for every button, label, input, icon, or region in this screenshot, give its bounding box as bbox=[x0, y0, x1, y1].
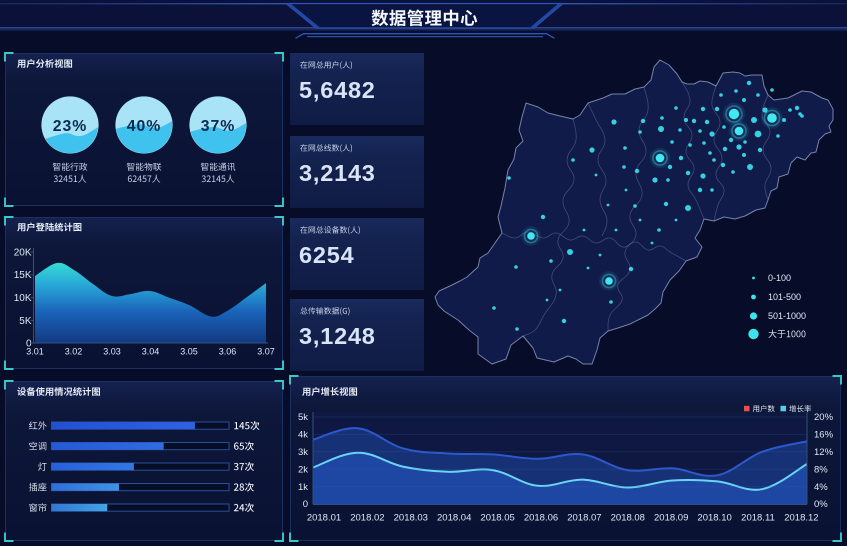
svg-text:5K: 5K bbox=[19, 316, 32, 327]
svg-text:3.03: 3.03 bbox=[103, 347, 121, 357]
svg-text:23%: 23% bbox=[53, 118, 88, 135]
svg-text:4%: 4% bbox=[814, 482, 828, 493]
svg-text:2018.03: 2018.03 bbox=[394, 513, 428, 524]
svg-text:2018.05: 2018.05 bbox=[480, 513, 514, 524]
svg-text:1k: 1k bbox=[298, 482, 308, 493]
svg-text:3.06: 3.06 bbox=[219, 347, 237, 357]
svg-text:12%: 12% bbox=[814, 447, 834, 458]
svg-text:3.02: 3.02 bbox=[65, 347, 83, 357]
svg-text:15K: 15K bbox=[14, 270, 32, 281]
svg-text:2018.01: 2018.01 bbox=[307, 513, 341, 524]
svg-text:16%: 16% bbox=[814, 430, 834, 441]
svg-text:5k: 5k bbox=[298, 412, 308, 423]
svg-text:40%: 40% bbox=[127, 118, 162, 135]
svg-text:2k: 2k bbox=[298, 464, 308, 475]
svg-text:2018.11: 2018.11 bbox=[741, 513, 775, 524]
svg-text:0%: 0% bbox=[814, 499, 828, 510]
svg-text:37%: 37% bbox=[201, 118, 236, 135]
svg-text:2018.06: 2018.06 bbox=[524, 513, 558, 524]
svg-text:2018.09: 2018.09 bbox=[654, 513, 688, 524]
svg-text:20K: 20K bbox=[14, 247, 32, 258]
svg-text:2018.12: 2018.12 bbox=[784, 513, 818, 524]
svg-text:0: 0 bbox=[303, 499, 308, 510]
svg-text:2018.10: 2018.10 bbox=[697, 513, 731, 524]
svg-text:20%: 20% bbox=[814, 412, 834, 423]
svg-text:3.07: 3.07 bbox=[257, 347, 275, 357]
svg-text:0-100: 0-100 bbox=[768, 273, 791, 283]
svg-text:3.04: 3.04 bbox=[142, 347, 160, 357]
svg-text:3k: 3k bbox=[298, 447, 308, 458]
svg-text:4k: 4k bbox=[298, 430, 308, 441]
svg-text:2018.02: 2018.02 bbox=[350, 513, 384, 524]
svg-text:3.01: 3.01 bbox=[26, 347, 44, 357]
svg-text:0: 0 bbox=[26, 338, 32, 349]
svg-text:501-1000: 501-1000 bbox=[768, 311, 806, 321]
svg-text:3.05: 3.05 bbox=[180, 347, 198, 357]
svg-text:2018.08: 2018.08 bbox=[611, 513, 645, 524]
svg-text:2018.07: 2018.07 bbox=[567, 513, 601, 524]
svg-text:2018.04: 2018.04 bbox=[437, 513, 471, 524]
svg-text:8%: 8% bbox=[814, 464, 828, 475]
svg-text:10K: 10K bbox=[14, 293, 32, 304]
svg-text:101-500: 101-500 bbox=[768, 292, 801, 302]
